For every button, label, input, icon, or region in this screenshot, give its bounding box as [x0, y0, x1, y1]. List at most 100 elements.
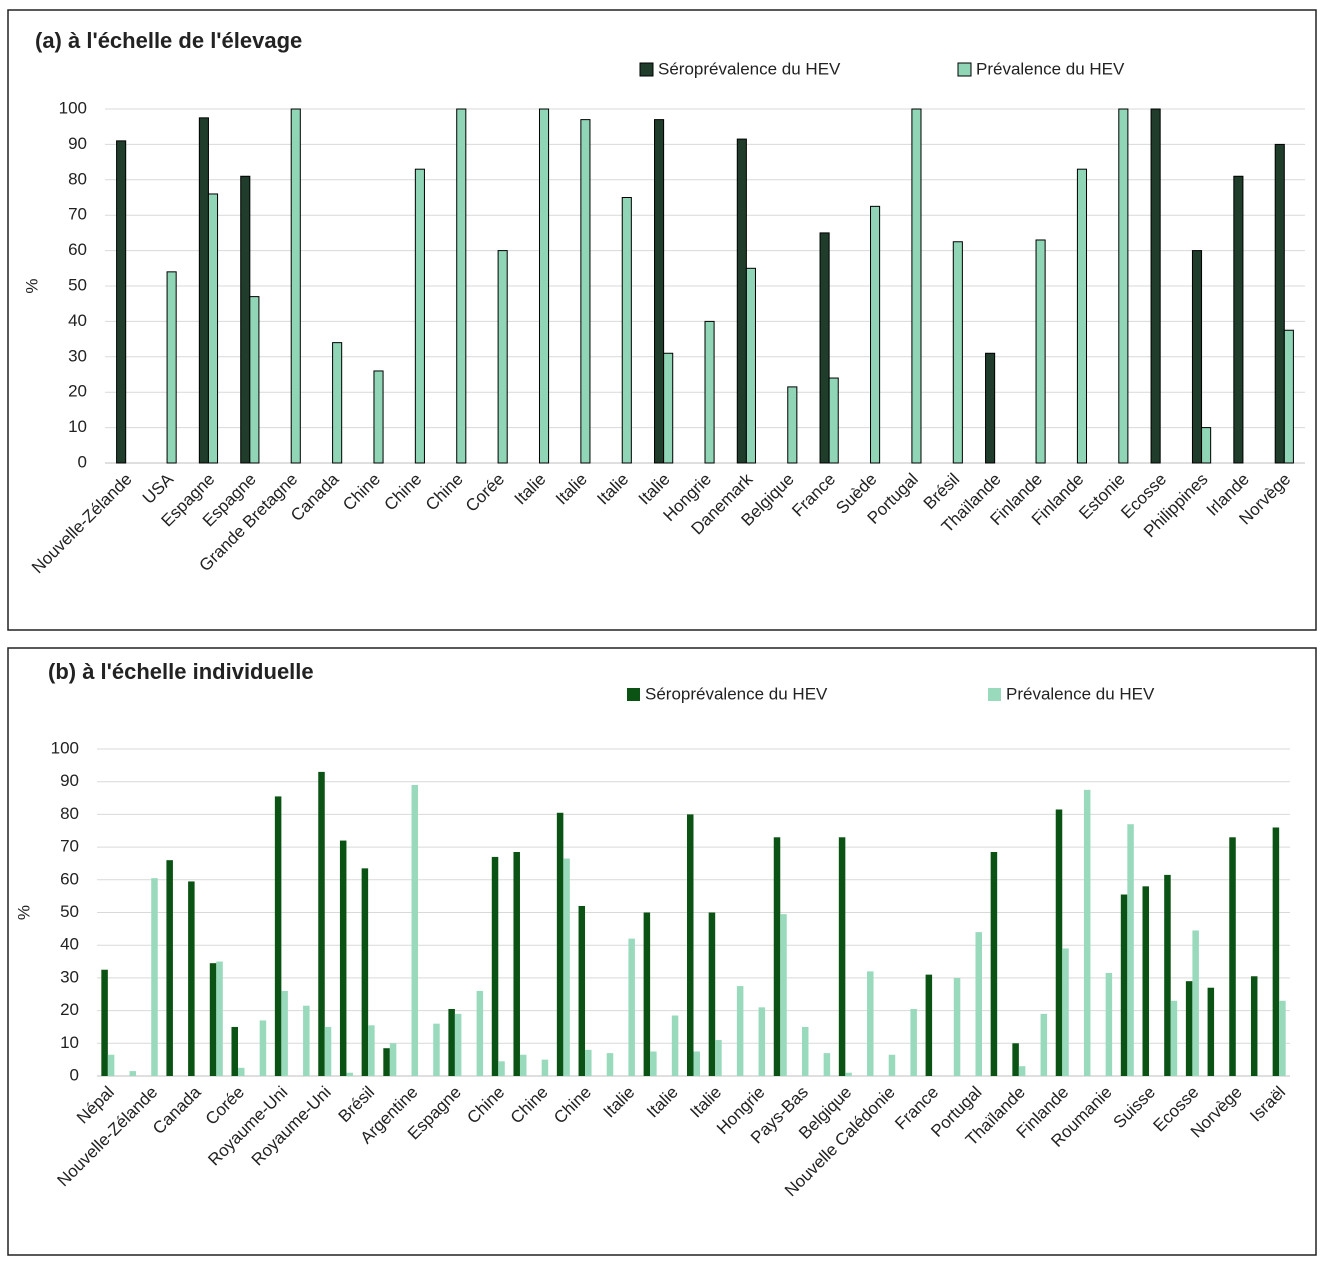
legend-swatch: [988, 688, 1001, 701]
x-tick-label: Chine: [550, 1083, 595, 1128]
bar: [985, 352, 996, 464]
bar: [249, 296, 260, 464]
bar: [1201, 427, 1212, 464]
x-tick-label: Italie: [552, 470, 591, 509]
bar: [498, 1061, 505, 1076]
bar: [1164, 874, 1171, 1076]
bar: [237, 1067, 245, 1076]
bar: [654, 119, 665, 464]
x-tick-label: Chine: [463, 1083, 508, 1128]
bar: [383, 1048, 390, 1076]
bar: [166, 271, 177, 464]
y-axis-label: %: [22, 278, 41, 293]
bar: [758, 1007, 766, 1076]
bar: [414, 168, 425, 464]
bar: [787, 386, 798, 464]
x-tick-label: Canada: [149, 1082, 205, 1138]
bar: [513, 852, 520, 1076]
y-tick-label: 30: [60, 967, 79, 986]
bar: [1191, 250, 1203, 464]
x-tick-label: Chine: [422, 470, 467, 515]
bar: [870, 205, 881, 464]
bar: [290, 108, 301, 464]
bar: [823, 1053, 831, 1076]
bar: [166, 860, 173, 1076]
bar: [346, 1072, 353, 1076]
y-tick-label: 60: [60, 869, 79, 888]
x-tick-label: Italie: [600, 1083, 639, 1122]
bar: [151, 878, 158, 1076]
bar: [1279, 1000, 1286, 1076]
y-tick-label: 10: [60, 1033, 79, 1052]
bar: [736, 986, 744, 1076]
bar: [1142, 886, 1150, 1076]
bar: [231, 1026, 238, 1076]
bar: [1120, 894, 1128, 1076]
bar: [448, 1008, 455, 1076]
bar: [845, 1072, 852, 1076]
bar: [1274, 143, 1285, 464]
bar: [259, 1020, 267, 1076]
y-tick-label: 80: [60, 804, 79, 823]
bar: [281, 990, 288, 1076]
x-tick-label: France: [788, 470, 839, 521]
x-tick-label: Chine: [507, 1083, 552, 1128]
bar: [209, 963, 217, 1076]
bar: [1055, 809, 1063, 1076]
bar: [1118, 108, 1129, 464]
bar: [188, 881, 195, 1076]
bar: [952, 241, 963, 464]
y-tick-label: 90: [68, 134, 87, 153]
bar: [1207, 987, 1215, 1076]
bar: [1076, 168, 1088, 464]
bar: [1105, 972, 1113, 1076]
bar: [541, 1059, 549, 1076]
y-tick-label: 20: [60, 1000, 79, 1019]
bar: [838, 837, 846, 1076]
bar: [373, 370, 384, 464]
bar: [1062, 948, 1069, 1076]
bar: [1283, 329, 1294, 464]
bar: [240, 175, 251, 464]
bar: [780, 914, 787, 1076]
bar: [476, 990, 484, 1076]
bar: [129, 1071, 137, 1076]
y-tick-label: 20: [68, 382, 87, 401]
bar: [925, 974, 933, 1076]
bar: [207, 193, 219, 464]
y-tick-label: 70: [68, 205, 87, 224]
bar: [828, 377, 839, 464]
bar: [643, 912, 651, 1076]
y-tick-label: 40: [60, 935, 79, 954]
bar: [663, 352, 674, 464]
bar: [1012, 1043, 1019, 1076]
bar: [708, 912, 716, 1076]
bar: [1127, 824, 1134, 1076]
x-tick-label: Chine: [380, 470, 425, 515]
bar: [773, 837, 781, 1076]
bar: [1083, 789, 1091, 1076]
x-tick-label: Italie: [511, 470, 550, 509]
bar: [704, 320, 715, 464]
bar: [819, 232, 830, 464]
bar: [456, 108, 467, 464]
bar: [910, 1008, 917, 1076]
x-tick-label: Italie: [593, 470, 632, 509]
bar: [563, 858, 570, 1076]
x-tick-label: Israël: [1246, 1083, 1289, 1126]
y-tick-label: 100: [59, 98, 87, 117]
legend-swatch: [627, 688, 640, 701]
bar: [801, 1026, 809, 1076]
bar: [107, 1054, 115, 1076]
bar: [339, 840, 347, 1076]
bar: [491, 856, 499, 1076]
x-tick-label: Italie: [686, 1083, 725, 1122]
bar: [1185, 981, 1193, 1076]
bar: [101, 969, 108, 1076]
bar: [1035, 239, 1046, 464]
bar: [361, 868, 369, 1076]
bar: [274, 796, 282, 1076]
bar: [606, 1053, 614, 1076]
bar: [580, 119, 591, 464]
